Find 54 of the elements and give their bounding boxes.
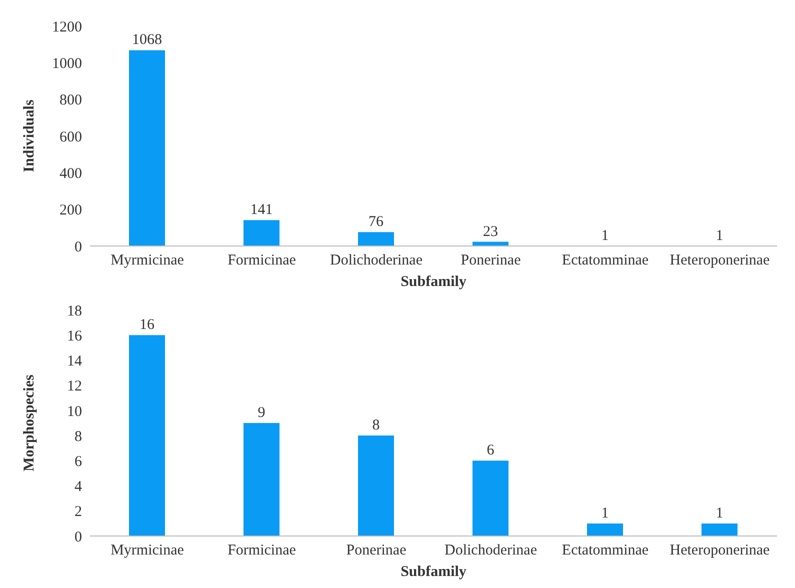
- y-tick-label: 14: [67, 354, 82, 370]
- y-tick-label: 200: [60, 202, 82, 219]
- x-tick-label: Ponerinae: [460, 252, 522, 269]
- bar: [129, 50, 165, 246]
- data-label: 1: [601, 505, 609, 522]
- y-tick-label: 16: [67, 328, 82, 344]
- x-tick-label: Ectatomminae: [562, 252, 649, 269]
- x-tick-label: Heteroponerinae: [670, 252, 770, 269]
- y-tick-label: 400: [60, 166, 82, 182]
- bar: [358, 436, 394, 536]
- bar: [358, 232, 394, 246]
- data-label: 1: [716, 505, 724, 522]
- x-tick-label: Myrmicinae: [110, 252, 184, 269]
- data-label: 76: [368, 214, 384, 230]
- x-axis-title: Subfamily: [400, 274, 467, 290]
- data-label: 1: [716, 228, 724, 244]
- y-tick-label: 2: [74, 504, 82, 520]
- data-label: 141: [250, 202, 273, 218]
- bar: [244, 220, 280, 246]
- y-tick-label: 1200: [52, 19, 82, 36]
- data-label: 6: [486, 442, 495, 459]
- y-tick-label: 600: [60, 129, 82, 146]
- bar: [244, 423, 280, 536]
- y-tick-label: 12: [67, 378, 82, 395]
- bar: [702, 523, 738, 536]
- bar: [129, 335, 165, 536]
- data-label: 9: [258, 405, 266, 421]
- y-tick-label: 4: [74, 479, 82, 496]
- y-tick-label: 800: [60, 92, 82, 109]
- x-tick-label: Dolichoderinae: [444, 542, 538, 559]
- y-axis-title: Individuals: [21, 100, 38, 172]
- data-label: 1: [601, 228, 609, 244]
- y-tick-label: 18: [67, 303, 82, 320]
- data-label: 1068: [132, 32, 162, 48]
- y-tick-label: 0: [74, 529, 82, 546]
- y-tick-label: 0: [74, 239, 82, 256]
- data-label: 23: [483, 224, 498, 240]
- y-tick-label: 8: [74, 428, 82, 445]
- x-tick-label: Formicinae: [228, 252, 296, 269]
- x-tick-label: Heteroponerinae: [670, 542, 770, 559]
- x-tick-label: Formicinae: [228, 542, 296, 559]
- data-label: 8: [372, 418, 380, 434]
- bar: [472, 460, 508, 536]
- data-label: 16: [140, 317, 155, 334]
- x-axis-title: Subfamily: [400, 564, 467, 580]
- y-axis-title: Morphospecies: [21, 374, 38, 472]
- y-tick-label: 6: [74, 454, 82, 470]
- y-tick-label: 10: [67, 404, 82, 420]
- x-tick-label: Myrmicinae: [110, 542, 184, 559]
- x-tick-label: Dolichoderinae: [330, 252, 423, 269]
- x-tick-label: Ectatomminae: [562, 542, 649, 559]
- bar: [587, 523, 623, 536]
- y-tick-label: 1000: [52, 56, 82, 72]
- x-tick-label: Ponerinae: [346, 542, 407, 559]
